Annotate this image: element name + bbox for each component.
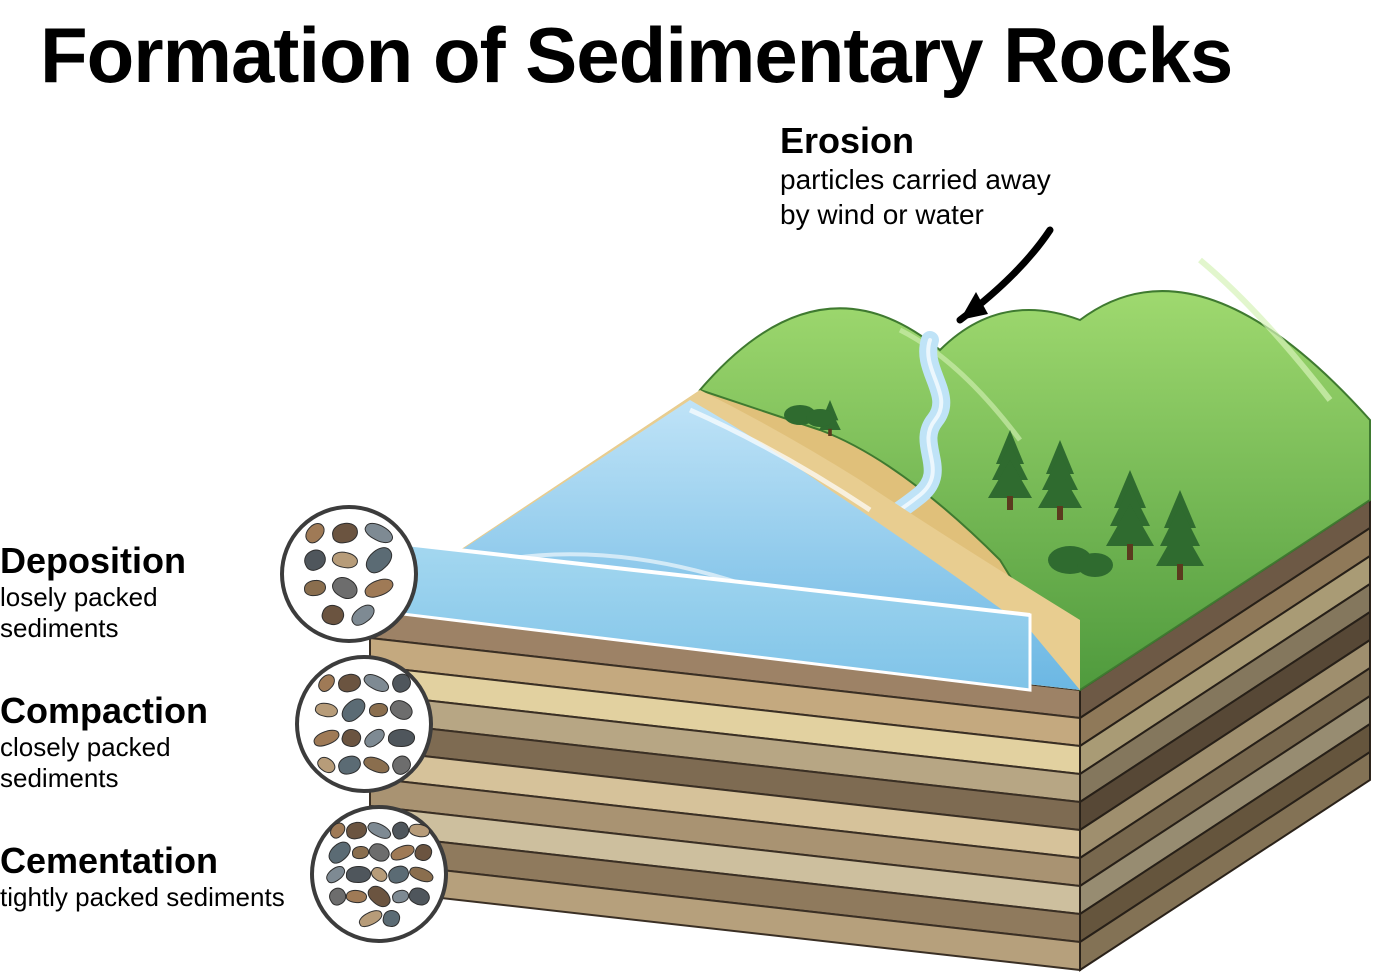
erosion-label: Erosion particles carried away by wind o… bbox=[780, 120, 1051, 232]
stage-title-1: Compaction bbox=[0, 690, 285, 732]
erosion-desc-line1: particles carried away bbox=[780, 162, 1051, 197]
erosion-desc-line2: by wind or water bbox=[780, 197, 1051, 232]
stage-deposition: Deposition losely packed sediments bbox=[0, 540, 270, 644]
erosion-title: Erosion bbox=[780, 120, 1051, 162]
stage-compaction: Compaction closely packed sediments bbox=[0, 690, 285, 794]
stage-desc-1: closely packed sediments bbox=[0, 732, 285, 794]
magnifier-cementation bbox=[310, 805, 448, 943]
stage-cementation: Cementation tightly packed sediments bbox=[0, 840, 300, 913]
magnifier-compaction bbox=[295, 655, 433, 793]
terrain-block bbox=[0, 0, 1391, 980]
erosion-arrow-icon bbox=[960, 230, 1050, 320]
stage-desc-2: tightly packed sediments bbox=[0, 882, 285, 913]
stage-desc-0: losely packed sediments bbox=[0, 582, 270, 644]
diagram-stage: Formation of Sedimentary Rocks bbox=[0, 0, 1391, 980]
magnifier-deposition bbox=[280, 505, 418, 643]
stage-title-2: Cementation bbox=[0, 840, 285, 882]
stage-title-0: Deposition bbox=[0, 540, 270, 582]
